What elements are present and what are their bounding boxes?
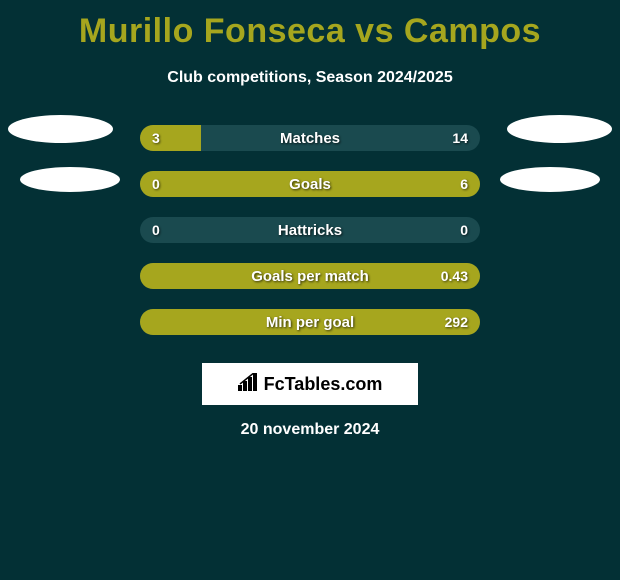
value-right: 14	[452, 130, 468, 146]
logo: FcTables.com	[238, 373, 383, 396]
metric-label: Goals	[289, 176, 331, 193]
metric-label: Hattricks	[278, 222, 342, 239]
value-left: 0	[152, 222, 160, 238]
bars-icon	[238, 373, 260, 396]
value-right: 6	[460, 176, 468, 192]
metric-label: Matches	[280, 130, 340, 147]
value-right: 0.43	[441, 268, 468, 284]
metric-row: Goals per match 0.43	[0, 253, 620, 299]
value-left: 3	[152, 130, 160, 146]
bar-track: 0 Hattricks 0	[140, 217, 480, 243]
metric-row: Min per goal 292	[0, 299, 620, 345]
value-right: 0	[460, 222, 468, 238]
bar-track: Min per goal 292	[140, 309, 480, 335]
bar-track: Goals per match 0.43	[140, 263, 480, 289]
logo-label: FcTables.com	[264, 374, 383, 395]
logo-box: FcTables.com	[202, 363, 418, 405]
bar-track: 0 Goals 6	[140, 171, 480, 197]
metric-label: Goals per match	[251, 268, 369, 285]
value-right: 292	[445, 314, 468, 330]
value-left: 0	[152, 176, 160, 192]
metric-row: 0 Hattricks 0	[0, 207, 620, 253]
metric-row: 0 Goals 6	[0, 161, 620, 207]
date-label: 20 november 2024	[0, 421, 620, 439]
page-title: Murillo Fonseca vs Campos	[0, 0, 620, 51]
comparison-chart: 3 Matches 14 0 Goals 6 0 Hattricks 0 Goa…	[0, 115, 620, 345]
bar-fill	[140, 125, 201, 151]
subtitle: Club competitions, Season 2024/2025	[0, 69, 620, 87]
metric-row: 3 Matches 14	[0, 115, 620, 161]
bar-track: 3 Matches 14	[140, 125, 480, 151]
metric-label: Min per goal	[266, 314, 354, 331]
